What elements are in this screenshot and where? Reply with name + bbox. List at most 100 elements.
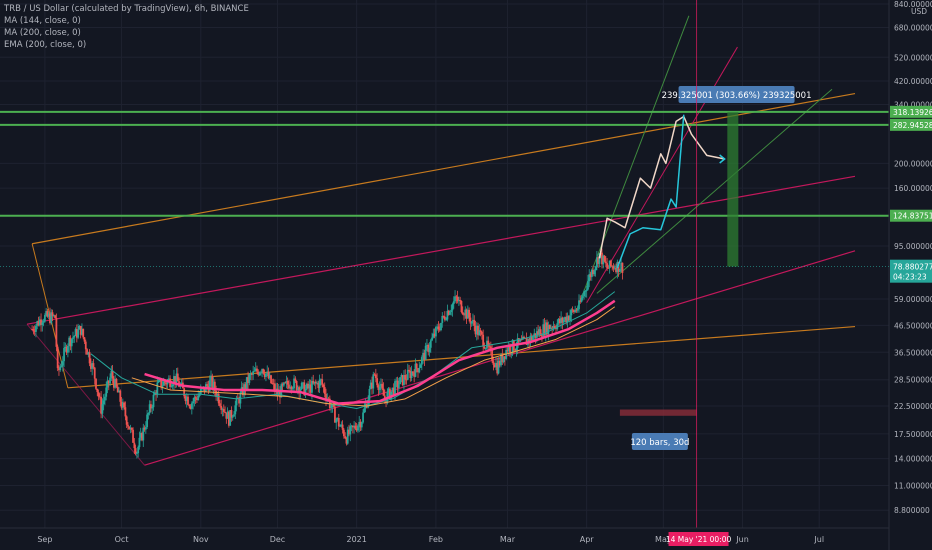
candle-body [359, 421, 362, 428]
candle-body [261, 369, 264, 373]
candle-body [592, 269, 594, 275]
moving-averages [90, 291, 616, 409]
candle-body [585, 289, 588, 291]
candle-body [551, 327, 554, 329]
candle-body [358, 421, 361, 426]
level-price-tag [890, 209, 932, 222]
candle-body [133, 442, 136, 449]
time-tick-label: Nov [193, 535, 209, 544]
candle-body [120, 401, 123, 408]
candle-body [265, 373, 267, 377]
candle-body [446, 310, 449, 320]
candle-body [316, 382, 318, 384]
candle-body [387, 388, 390, 393]
candle-body [60, 365, 63, 367]
candle-body [104, 396, 106, 401]
candle-body [562, 319, 565, 323]
candle-body [459, 299, 462, 301]
candle-body [91, 363, 94, 369]
candle-body [35, 325, 37, 332]
candle-body [123, 402, 126, 408]
projection-main [598, 115, 725, 259]
candle-body [257, 371, 260, 375]
candle-body [537, 331, 540, 335]
pink-channel-edge [26, 323, 145, 466]
candle-body [612, 266, 615, 269]
candle-body [220, 405, 223, 410]
candle-body [38, 319, 41, 326]
indicator-ma144[interactable]: MA (144, close, 0) [4, 16, 81, 26]
candle-body [266, 371, 269, 374]
indicator-ma200[interactable]: MA (200, close, 0) [4, 28, 81, 38]
candle-body [468, 309, 471, 318]
candle-body [156, 382, 159, 395]
candle-body [405, 379, 408, 381]
candle-body [284, 382, 287, 384]
candle-body [157, 380, 160, 383]
candle-body [549, 327, 552, 330]
candle-body [399, 377, 402, 385]
candle-body [580, 297, 583, 302]
candle-body [514, 350, 517, 351]
candle-body [290, 386, 293, 390]
candle-body [409, 371, 412, 379]
candle-body [579, 300, 582, 302]
candle-body [394, 381, 396, 396]
candle-body [401, 374, 404, 385]
candles [31, 248, 624, 459]
candle-body [420, 357, 423, 365]
candle-body [548, 324, 551, 330]
candle-body [229, 410, 232, 426]
date-range-measure: 120 bars, 30d [619, 409, 697, 450]
candle-body [424, 345, 427, 360]
candle-body [340, 424, 343, 427]
candle-body [233, 414, 235, 417]
candle-body [615, 267, 617, 273]
candle-body [313, 381, 316, 384]
time-axis-bg [0, 528, 932, 550]
candle-body [47, 313, 50, 317]
candle-body [382, 388, 385, 396]
candle-body [197, 395, 200, 401]
price-tick-label: 95.000000 [894, 242, 932, 251]
candle-body [374, 374, 377, 379]
candle-body [415, 363, 418, 369]
candle-body [572, 310, 575, 313]
candle-body [539, 329, 542, 337]
fan-line [596, 88, 833, 294]
measure-bar [727, 111, 739, 267]
candle-body [509, 345, 511, 353]
candle-body [276, 388, 279, 396]
candle-body [249, 374, 252, 375]
candle-body [167, 378, 170, 381]
candle-body [183, 388, 186, 397]
candle-body [300, 383, 303, 390]
candle-body [344, 436, 347, 439]
candle-body [395, 380, 398, 382]
candle-body [463, 314, 465, 316]
candle-body [65, 346, 68, 353]
candle-body [351, 425, 354, 428]
candle-body [89, 363, 92, 369]
candle-body [360, 422, 363, 428]
candle-body [602, 255, 605, 265]
candle-body [601, 252, 603, 265]
candle-body [51, 312, 54, 316]
candle-body [427, 344, 430, 352]
candle-body [376, 378, 379, 386]
candle-body [150, 404, 152, 409]
candle-body [553, 326, 556, 329]
crosshair-date-tag [668, 532, 729, 546]
candle-body [304, 388, 307, 396]
indicator-ema200[interactable]: EMA (200, close, 0) [4, 40, 87, 50]
horizontal-levels [0, 110, 889, 217]
candle-body [489, 346, 492, 349]
candle-body [309, 384, 312, 393]
price-tick-label: 59.000000 [894, 295, 932, 304]
candle-body [583, 291, 586, 297]
candle-body [475, 325, 478, 335]
candle-body [451, 304, 454, 311]
candle-body [417, 368, 419, 373]
candle-body [252, 371, 255, 375]
